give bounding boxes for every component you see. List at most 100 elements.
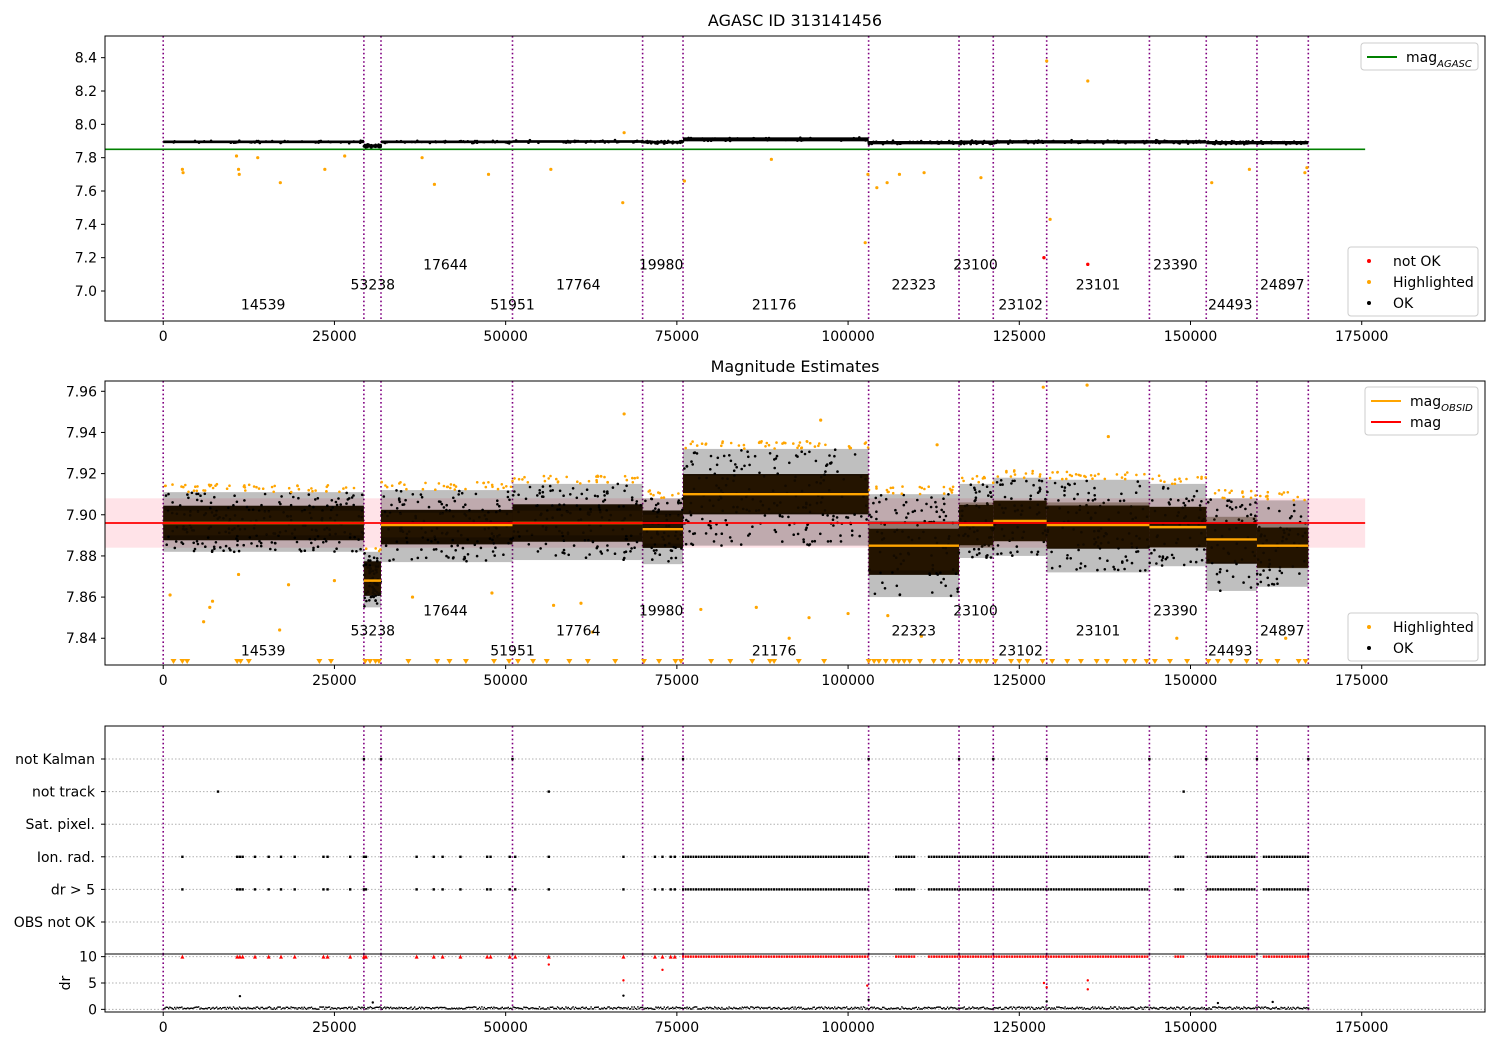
ok-point [423, 1008, 425, 1010]
y-tick-label: 8.2 [75, 84, 97, 100]
not-ok-point [1037, 955, 1040, 958]
ok-point [1268, 568, 1271, 572]
ok-point [264, 140, 268, 143]
ok-point [894, 1007, 896, 1010]
highlighted-point [622, 131, 626, 135]
ok-point [1122, 1008, 1124, 1010]
out-of-range-marker [895, 659, 902, 664]
ok-point [663, 142, 666, 145]
flag-point [1122, 855, 1125, 858]
highlighted-point [1213, 492, 1217, 495]
ok-point [1024, 1006, 1027, 1009]
ok-point [219, 546, 222, 549]
x-tick-label: 0 [159, 329, 168, 345]
ok-point [501, 1006, 503, 1008]
ok-point [884, 1007, 886, 1010]
flag-point [235, 855, 239, 858]
ok-point [1013, 479, 1016, 483]
ok-point [229, 1006, 231, 1008]
ok-point [1299, 140, 1302, 144]
flag-point [181, 855, 184, 858]
flag-point [489, 888, 492, 891]
flag-point [1245, 855, 1248, 858]
ok-point [483, 527, 487, 531]
obsid-label: 19980 [639, 257, 684, 273]
ok-point [1107, 498, 1110, 502]
ok-point [982, 141, 986, 145]
ok-point [1177, 511, 1180, 514]
legend-label-sub: AGASC [1436, 59, 1472, 70]
not-ok-point [700, 955, 703, 958]
flag-point [1267, 855, 1270, 858]
ok-point [399, 139, 403, 143]
not-ok-point [838, 955, 841, 958]
ok-point [1198, 504, 1202, 507]
ok-point [844, 1007, 847, 1009]
ok-point [1117, 1008, 1119, 1010]
ok-point [802, 1007, 805, 1010]
highlighted-point [1115, 473, 1119, 476]
ok-point [360, 531, 364, 534]
not-ok-point [1219, 955, 1222, 958]
ok-point [891, 571, 894, 574]
ok-point [1127, 532, 1131, 535]
ok-point [889, 1008, 891, 1010]
highlighted-point [621, 201, 625, 205]
ok-point [1013, 509, 1017, 513]
ok-point [788, 1008, 790, 1010]
ok-point [312, 505, 315, 509]
ok-point [260, 1006, 262, 1009]
ok-point [672, 1006, 674, 1009]
ok-point [237, 549, 241, 553]
ok-point [1065, 1008, 1067, 1010]
flag-point [752, 855, 755, 858]
ok-point [1100, 140, 1103, 143]
ok-point [166, 509, 170, 513]
ok-point [716, 1008, 718, 1010]
highlighted-point [662, 496, 666, 499]
ok-point [209, 501, 213, 505]
ok-point [1251, 139, 1254, 143]
ok-point [520, 1007, 523, 1010]
ok-point [1048, 1007, 1051, 1009]
ok-point [908, 1007, 910, 1010]
ok-point [808, 450, 811, 454]
ok-point [1224, 1007, 1226, 1009]
flag-point [801, 888, 804, 891]
ok-point [1078, 504, 1082, 508]
ok-point [721, 477, 724, 480]
flag-point [1219, 888, 1222, 891]
ok-point [1077, 1007, 1079, 1010]
ok-point [514, 1007, 517, 1009]
ok-point [488, 1007, 490, 1009]
not-ok-point [822, 955, 825, 958]
ok-point [473, 140, 477, 144]
ok-point [1181, 140, 1184, 144]
flag-point [835, 888, 838, 891]
ok-point [210, 511, 214, 514]
not-ok-point [1115, 955, 1118, 958]
ok-point [939, 571, 942, 574]
ok-point [313, 140, 317, 144]
ok-point [1066, 482, 1070, 486]
ok-point [879, 141, 882, 144]
ok-point [209, 139, 213, 143]
ok-point [979, 1007, 981, 1009]
highlighted-point [192, 489, 196, 493]
ok-point [1189, 140, 1192, 144]
out-of-range-marker [821, 659, 828, 664]
flag-point [1227, 888, 1230, 891]
highlighted-point [325, 490, 328, 493]
ok-point [1196, 1007, 1198, 1010]
highlighted-point [1223, 489, 1227, 492]
highlighted-point [1157, 474, 1161, 478]
highlighted-point [432, 182, 437, 186]
ok-point [888, 1007, 890, 1010]
ok-point [400, 1006, 403, 1009]
ok-point [1058, 507, 1061, 510]
ok-point [237, 1008, 239, 1010]
ok-point [235, 537, 238, 540]
ok-point [669, 1007, 671, 1010]
not-ok-point [1063, 955, 1066, 958]
ok-point [1270, 1008, 1273, 1010]
